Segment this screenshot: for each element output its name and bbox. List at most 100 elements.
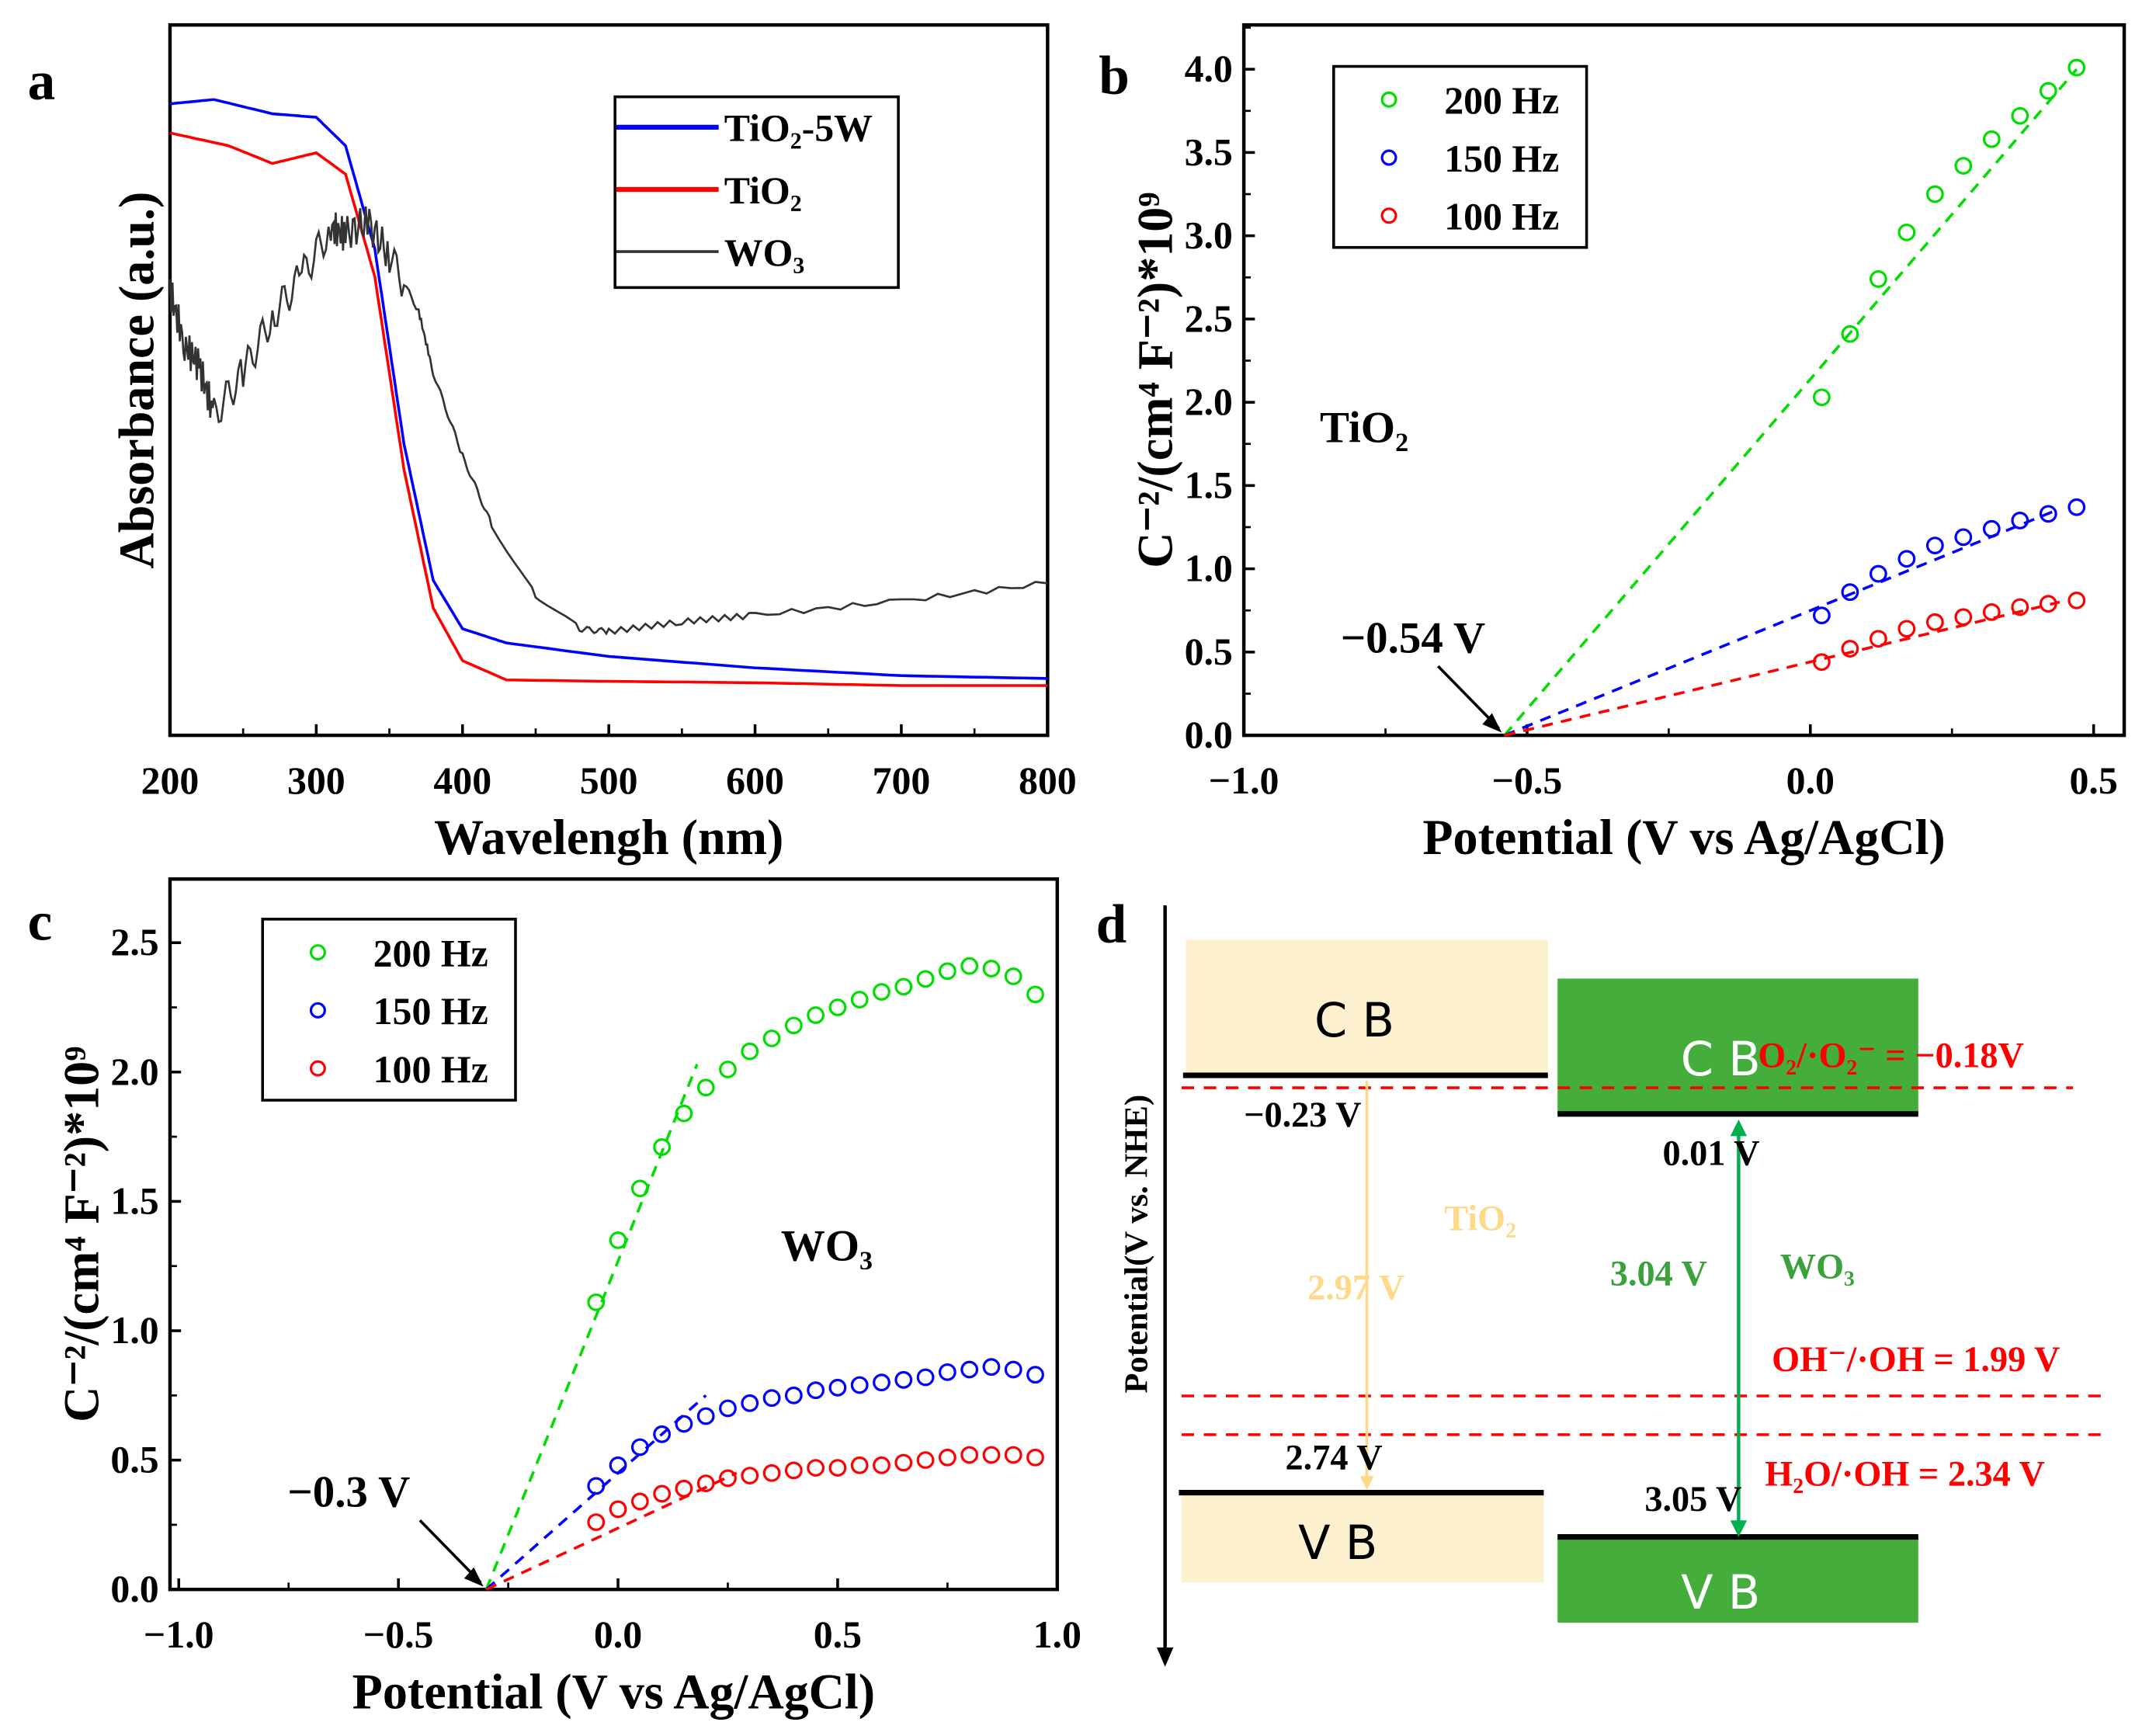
data-point <box>1869 564 1887 583</box>
data-point <box>587 1477 606 1495</box>
x-tick-label: 600 <box>726 759 784 802</box>
legend-marker <box>309 944 326 961</box>
data-point <box>873 1456 891 1474</box>
x-axis-label: Wavelengh (nm) <box>434 810 783 865</box>
panel-b-mott-schottky-tio2: −1.0 −0.5 0.0 0.5 0.0 0.5 1.0 1.5 2.0 2.5 3.0 3.5 4.… <box>1128 23 2126 865</box>
fit-line <box>1503 68 2078 737</box>
x-tick-label: 700 <box>873 759 931 802</box>
data-point <box>828 998 847 1016</box>
data-point <box>609 1231 627 1249</box>
legend-box <box>1332 64 1588 249</box>
wo3-gap-arrowhead-top-icon <box>1730 1119 1748 1137</box>
intercept-label: −0.54 V <box>1341 613 1485 662</box>
tio2-gap-arrowhead-icon <box>1359 1476 1374 1491</box>
legend-marker <box>309 1002 326 1019</box>
data-point <box>894 1370 913 1389</box>
data-point <box>807 1459 825 1477</box>
fit-line <box>484 1064 699 1590</box>
legend-label: TiO₂-5W <box>724 107 873 150</box>
data-point <box>2039 505 2057 523</box>
data-point <box>850 1456 869 1474</box>
data-point <box>762 1389 781 1408</box>
data-point <box>982 960 1001 977</box>
data-point <box>894 977 913 996</box>
data-point <box>696 1078 715 1097</box>
series-line-2 <box>168 206 1048 636</box>
plot-frame <box>168 877 1060 1592</box>
data-point <box>1841 640 1859 658</box>
x-axis-label: Potential (V vs Ag/AgCl) <box>1422 810 1945 865</box>
data-point <box>938 962 956 981</box>
y-tick-label: 0.5 <box>1185 630 1233 673</box>
data-point <box>1813 606 1831 625</box>
y-tick-label: 2.5 <box>1185 297 1233 340</box>
y-tick-label: 0.0 <box>110 1568 158 1610</box>
material-annotation: TiO₂ <box>1320 404 1408 453</box>
x-tick-label: −1.0 <box>1209 759 1279 802</box>
data-point <box>696 1407 715 1425</box>
data-point <box>719 1399 737 1418</box>
data-point <box>653 1425 672 1443</box>
legend-label: 100 Hz <box>373 1048 488 1091</box>
x-tick-label: 0.5 <box>814 1613 862 1656</box>
legend-marker <box>1380 207 1397 224</box>
fit-line <box>485 1394 707 1591</box>
data-point <box>784 1461 803 1480</box>
data-point <box>762 1463 781 1482</box>
wo3-cb-band <box>1557 978 1918 1114</box>
fit-line <box>485 1471 738 1591</box>
panel-label-d: d <box>1096 894 1127 955</box>
x-tick-label: 200 <box>141 759 200 802</box>
tio2-cb-band <box>1186 939 1548 1076</box>
data-point <box>2067 498 2086 516</box>
data-point <box>630 1438 649 1457</box>
tio2-vb-value: 2.74 V <box>1286 1438 1383 1477</box>
x-tick-label: −0.5 <box>363 1613 434 1656</box>
x-tick-label: 800 <box>1019 759 1077 802</box>
data-point <box>807 1381 825 1400</box>
data-point <box>784 1386 803 1404</box>
arrowhead-icon <box>463 1567 484 1587</box>
wo3-vb-label: V B <box>1681 1566 1760 1620</box>
data-point <box>1954 608 1973 627</box>
data-point <box>1869 270 1887 288</box>
material-annotation: WO₃ <box>781 1222 873 1271</box>
data-point <box>873 983 891 1001</box>
legend-label: 150 Hz <box>373 990 488 1033</box>
panel-d-band-diagram: Potential(V vs. NHE) C B V B C B V B −0.… <box>1119 905 2101 1667</box>
data-point <box>1925 185 1944 203</box>
tio2-vb-label: V B <box>1298 1516 1377 1571</box>
panel-c-mott-schottky-wo3: −1.0 −0.5 0.0 0.5 1.0 0.0 0.5 1.0 1.5 2.0 2.5 Poten… <box>54 877 1081 1719</box>
data-point <box>609 1456 627 1474</box>
legend-box <box>261 918 517 1102</box>
x-tick-label: 500 <box>580 759 638 802</box>
data-point <box>828 1378 847 1397</box>
x-tick-label: 0.0 <box>1786 759 1835 802</box>
data-point <box>1004 967 1022 985</box>
wo3-cb-label: C B <box>1681 1033 1761 1087</box>
data-point <box>696 1474 715 1493</box>
legend-label: 200 Hz <box>373 932 488 974</box>
data-point <box>719 1469 737 1488</box>
y-axis-label: C⁻²/(cm⁴ F⁻²)*10⁹ <box>1128 192 1183 568</box>
wo3-gap-arrowhead-bottom-icon <box>1730 1520 1748 1537</box>
x-tick-label: 300 <box>287 759 345 802</box>
y-tick-label: 4.0 <box>1185 47 1233 90</box>
data-point <box>1925 536 1944 554</box>
arrowhead-icon <box>1482 713 1502 733</box>
wo3-cb-value: 0.01 V <box>1662 1134 1759 1174</box>
data-point <box>1813 653 1831 672</box>
tio2-vb-band <box>1182 1492 1544 1583</box>
data-point <box>1026 1448 1044 1467</box>
data-point <box>916 1451 935 1470</box>
data-point <box>807 1006 825 1024</box>
x-tick-label: 400 <box>433 759 491 802</box>
data-point <box>653 1138 672 1156</box>
series-line-0 <box>169 98 1048 680</box>
y-tick-label: 1.5 <box>110 1179 158 1222</box>
data-point <box>960 1360 979 1379</box>
data-point <box>741 1394 759 1412</box>
y-tick-label: 1.0 <box>110 1309 158 1352</box>
y-tick-label: 0.5 <box>110 1439 158 1481</box>
data-point <box>1869 630 1887 648</box>
